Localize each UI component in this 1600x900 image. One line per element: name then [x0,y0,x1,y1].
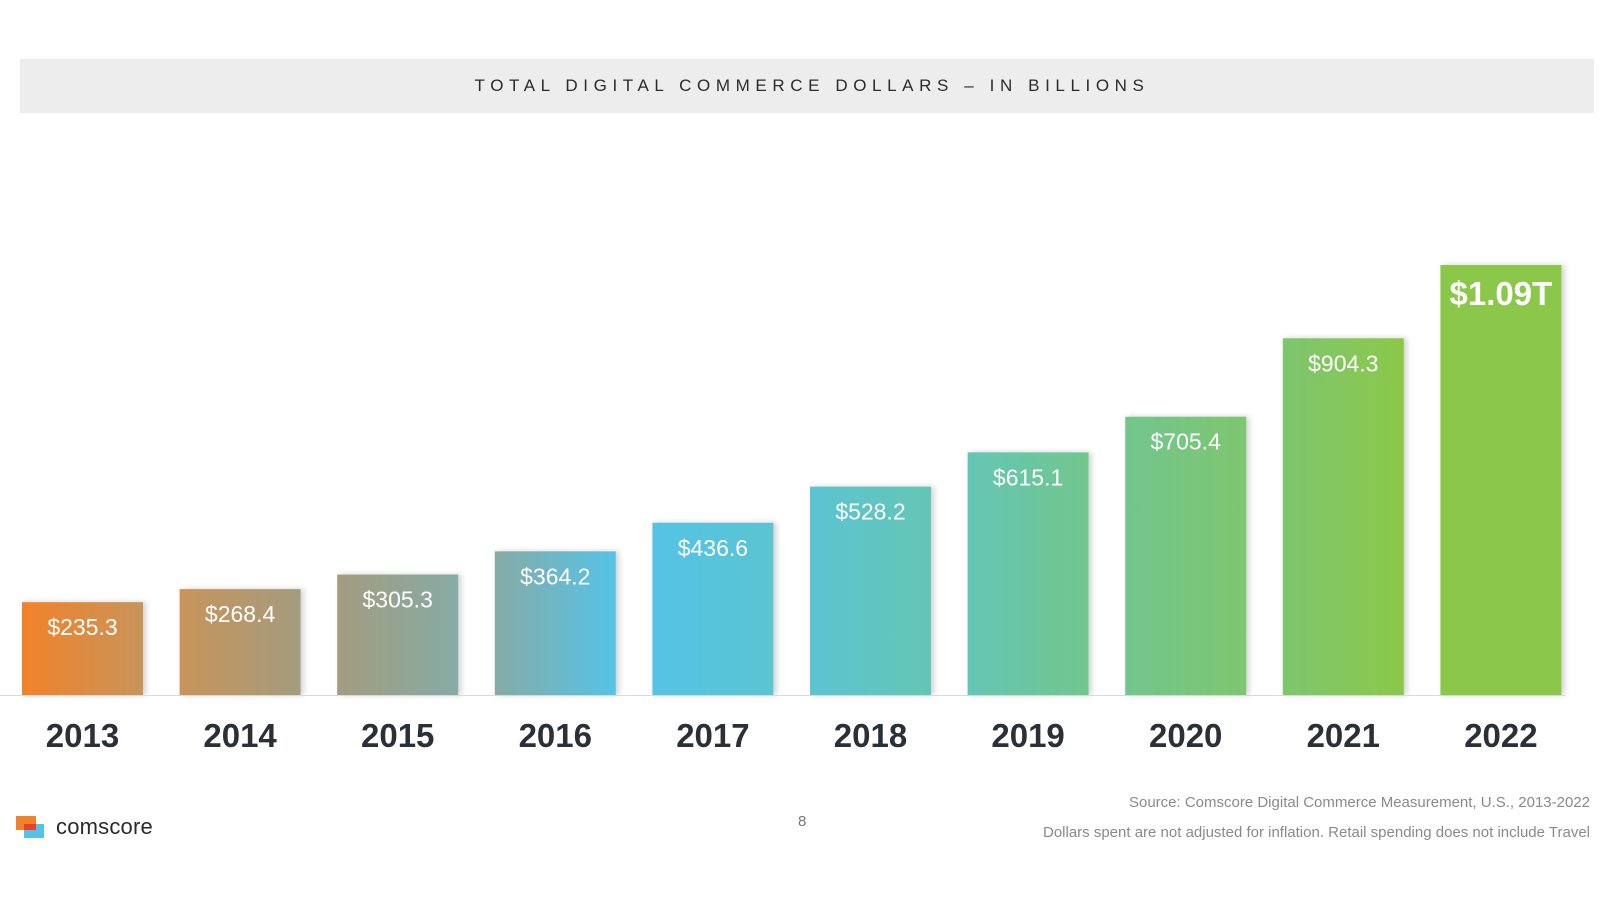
x-tick-2019: 2019 [991,717,1064,754]
data-label-2016: $364.2 [520,563,590,589]
bar-2021 [1282,338,1404,695]
data-label-2014: $268.4 [205,601,276,627]
data-label-2019: $615.1 [993,464,1063,490]
chart-title-band: TOTAL DIGITAL COMMERCE DOLLARS – IN BILL… [20,59,1594,113]
data-label-2021: $904.3 [1308,350,1378,376]
x-tick-2015: 2015 [361,717,434,754]
bar-2019 [967,452,1089,695]
brand-logo: comscore [14,814,153,840]
data-label-2017: $436.6 [678,535,748,561]
bar-2015 [337,574,459,695]
source-note: Source: Comscore Digital Commerce Measur… [1128,794,1590,811]
bar-2018 [810,486,931,695]
bar-2013 [22,602,143,695]
page-number: 8 [798,813,807,830]
bar-2016 [494,551,616,695]
data-label-2018: $528.2 [835,499,905,525]
bar-2017 [652,522,774,695]
comscore-logo-icon [16,816,44,838]
x-tick-2016: 2016 [519,717,592,754]
x-tick-2021: 2021 [1307,717,1380,754]
x-tick-2013: 2013 [46,717,119,754]
x-tick-2020: 2020 [1149,717,1222,754]
data-label-2020: $705.4 [1151,429,1222,455]
data-label-2013: $235.3 [47,614,117,640]
brand-name: comscore [56,814,153,839]
data-label-2022: $1.09T [1450,275,1553,312]
x-tick-2022: 2022 [1464,717,1537,754]
x-tick-2017: 2017 [676,717,749,754]
data-label-2015: $305.3 [363,587,433,613]
inflation-note: Dollars spent are not adjusted for infla… [1043,824,1590,841]
chart-title: TOTAL DIGITAL COMMERCE DOLLARS – IN BILL… [474,76,1150,95]
bar-2014 [179,589,301,695]
bar-2020 [1125,416,1247,695]
x-tick-2018: 2018 [834,717,907,754]
x-tick-2014: 2014 [203,717,277,754]
bar-2022 [1440,265,1562,695]
